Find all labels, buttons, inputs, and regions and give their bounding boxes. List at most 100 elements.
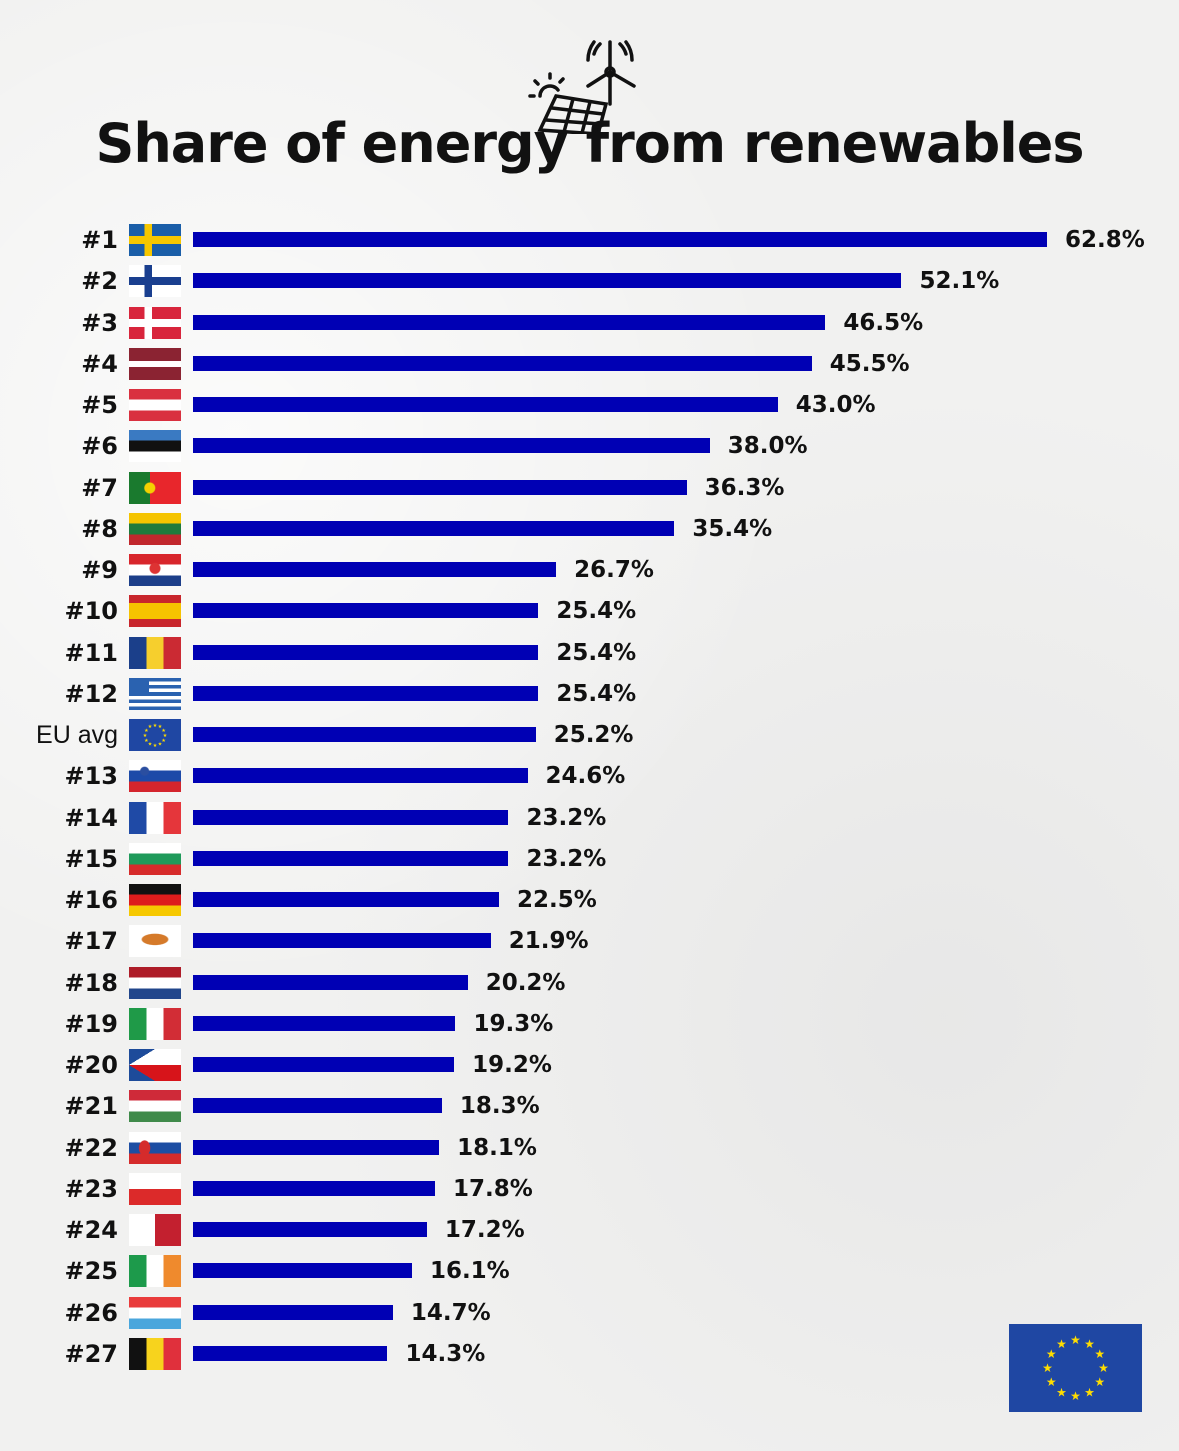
rank-label: #2 bbox=[81, 267, 118, 296]
value-label: 24.6% bbox=[545, 763, 626, 790]
value-label: 22.5% bbox=[516, 887, 597, 913]
value-label: 18.1% bbox=[457, 1134, 537, 1161]
flag-ro-icon bbox=[129, 636, 181, 669]
bar bbox=[193, 644, 539, 660]
eu-star-icon: ★ bbox=[1070, 1333, 1081, 1347]
eu-star-icon: ★ bbox=[1084, 1337, 1095, 1351]
rank-label: #27 bbox=[64, 1339, 118, 1368]
rank-label: #16 bbox=[64, 886, 118, 914]
rank-label: #15 bbox=[64, 844, 118, 873]
flag-fi-icon bbox=[129, 265, 181, 298]
bar-row: #1 62.8% bbox=[0, 222, 1179, 258]
eu-star-icon: ★ bbox=[163, 733, 168, 739]
bar-row: #26 14.7% bbox=[0, 1295, 1179, 1331]
bar-row: #6 38.0% bbox=[0, 428, 1179, 464]
value-label: 45.5% bbox=[829, 350, 910, 377]
bar bbox=[193, 685, 539, 701]
flag-hu-icon bbox=[129, 1090, 181, 1123]
rank-label: #3 bbox=[81, 308, 118, 337]
eu-star-icon: ★ bbox=[1046, 1375, 1057, 1389]
bar-row: #3 46.5% bbox=[0, 305, 1179, 341]
bar-row: #25 16.1% bbox=[0, 1253, 1179, 1289]
bar bbox=[193, 1304, 393, 1320]
bar bbox=[193, 1139, 440, 1155]
flag-pl-icon bbox=[129, 1172, 181, 1205]
eu-star-icon: ★ bbox=[1084, 1385, 1095, 1399]
rank-label: #8 bbox=[81, 514, 118, 543]
rank-label: #13 bbox=[64, 762, 118, 791]
bar-row: #13 24.6% bbox=[0, 758, 1179, 794]
bar-row: #10 25.4% bbox=[0, 593, 1179, 629]
value-label: 26.7% bbox=[574, 557, 654, 583]
value-label: 43.0% bbox=[795, 392, 876, 418]
eu-star-icon: ★ bbox=[153, 723, 158, 729]
bar bbox=[193, 520, 675, 536]
bar bbox=[193, 850, 509, 866]
rank-label: #6 bbox=[81, 432, 118, 461]
bar-row: #15 23.2% bbox=[0, 841, 1179, 877]
bar bbox=[193, 1222, 427, 1237]
flag-se-icon bbox=[129, 224, 181, 256]
value-label: 21.9% bbox=[508, 928, 589, 955]
eu-star-icon: ★ bbox=[143, 733, 148, 739]
bar bbox=[193, 809, 509, 825]
rank-label: #7 bbox=[81, 473, 118, 502]
flag-nl-icon bbox=[129, 966, 181, 999]
value-label: 52.1% bbox=[919, 268, 1000, 295]
bar bbox=[193, 1015, 456, 1031]
rank-label: #21 bbox=[64, 1092, 118, 1121]
eu-star-icon: ★ bbox=[158, 724, 163, 730]
rank-label: #18 bbox=[64, 968, 118, 997]
bar-row: #7 36.3% bbox=[0, 470, 1179, 506]
flag-lu-icon bbox=[129, 1296, 181, 1329]
eu-star-icon: ★ bbox=[144, 728, 149, 734]
rank-label: #5 bbox=[81, 391, 118, 419]
flag-sk-icon bbox=[129, 1131, 181, 1164]
rank-label: #10 bbox=[64, 597, 118, 626]
bar-row: #8 35.4% bbox=[0, 511, 1179, 547]
value-label: 23.2% bbox=[526, 804, 607, 831]
eu-star-icon: ★ bbox=[161, 728, 166, 734]
rank-label: #17 bbox=[64, 927, 118, 956]
bar-row: #19 19.3% bbox=[0, 1006, 1179, 1042]
rank-label: #24 bbox=[64, 1216, 118, 1244]
flag-hr-icon bbox=[129, 554, 181, 586]
bar bbox=[193, 355, 812, 371]
rank-label: #22 bbox=[64, 1133, 118, 1162]
bar-row: EU avg ★ ★ ★ ★ ★ ★ ★ ★ ★ ★ ★ ★ 25.2% bbox=[0, 717, 1179, 753]
flag-de-icon bbox=[129, 884, 181, 916]
flag-eu-icon: ★ ★ ★ ★ ★ ★ ★ ★ ★ ★ ★ ★ bbox=[129, 719, 181, 751]
bar bbox=[193, 438, 710, 454]
value-label: 19.2% bbox=[472, 1052, 552, 1078]
flag-bg-icon bbox=[129, 842, 181, 875]
value-label: 17.2% bbox=[444, 1217, 525, 1243]
bar bbox=[193, 1263, 412, 1279]
bar-row: #24 17.2% bbox=[0, 1212, 1179, 1248]
eu-star-icon: ★ bbox=[161, 738, 166, 744]
eu-star-icon: ★ bbox=[1094, 1347, 1105, 1361]
bar-row: #16 22.5% bbox=[0, 882, 1179, 918]
bar bbox=[193, 892, 499, 907]
bar-row: #23 17.8% bbox=[0, 1171, 1179, 1207]
flag-at-icon bbox=[129, 389, 181, 421]
bar bbox=[193, 974, 468, 990]
value-label: 23.2% bbox=[526, 845, 607, 872]
value-label: 25.4% bbox=[556, 598, 637, 625]
rank-label: #9 bbox=[81, 556, 118, 584]
value-label: 17.8% bbox=[453, 1175, 533, 1202]
bar-row: #2 52.1% bbox=[0, 263, 1179, 299]
flag-lt-icon bbox=[129, 512, 181, 545]
value-label: 25.2% bbox=[553, 722, 634, 748]
bar bbox=[193, 1180, 436, 1196]
flag-cy-icon bbox=[129, 925, 181, 958]
bar-row: #20 19.2% bbox=[0, 1047, 1179, 1083]
value-label: 20.2% bbox=[485, 969, 566, 996]
eu-star-icon: ★ bbox=[1098, 1361, 1109, 1375]
flag-it-icon bbox=[129, 1007, 181, 1040]
eu-star-icon: ★ bbox=[144, 738, 149, 744]
eu-flag-icon: ★ ★★★★★★★★★★★ bbox=[1009, 1324, 1142, 1412]
bar-row: #21 18.3% bbox=[0, 1088, 1179, 1124]
bar bbox=[193, 1098, 442, 1114]
bar bbox=[193, 1057, 455, 1072]
bar bbox=[193, 727, 536, 742]
